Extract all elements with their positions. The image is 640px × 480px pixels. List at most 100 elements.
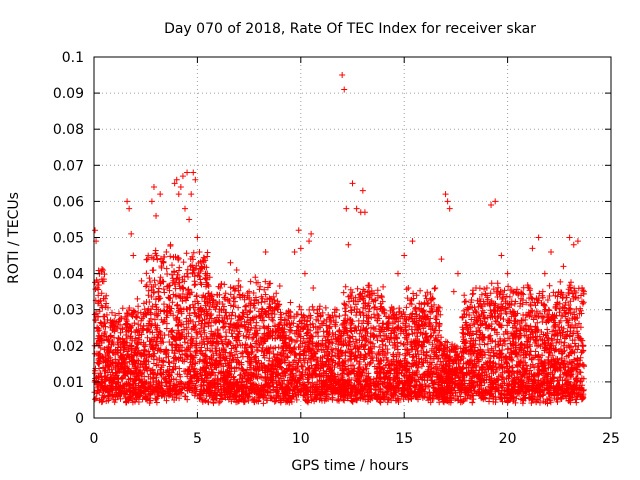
roti-point: [252, 274, 259, 281]
roti-point: [343, 205, 350, 212]
roti-point: [287, 299, 294, 306]
roti-point: [194, 234, 201, 241]
roti-point: [359, 187, 366, 194]
roti-point: [461, 292, 468, 299]
roti-point: [438, 256, 445, 263]
roti-point: [535, 234, 542, 241]
y-axis-label: ROTI / TECUs: [6, 192, 22, 284]
roti-point: [295, 227, 302, 234]
roti-point: [394, 270, 401, 277]
roti-point: [130, 252, 137, 259]
roti-point: [467, 324, 474, 331]
roti-point: [95, 313, 102, 320]
roti-point: [134, 295, 141, 302]
roti-point: [361, 209, 368, 216]
roti-point: [97, 335, 104, 342]
y-tick-label: 0.1: [62, 50, 84, 66]
roti-point: [171, 180, 178, 187]
roti-point: [560, 263, 567, 270]
roti-point: [175, 191, 182, 198]
roti-point: [541, 270, 548, 277]
roti-point: [570, 241, 577, 248]
roti-point: [413, 292, 420, 299]
x-tick-labels: 0 5 10 15 20 25: [90, 431, 620, 447]
roti-point: [320, 328, 327, 335]
roti-point: [444, 198, 451, 205]
y-tick-label: 0.03: [53, 303, 84, 319]
roti-point: [262, 248, 269, 255]
roti-point: [349, 180, 356, 187]
roti-point: [554, 299, 561, 306]
roti-point: [122, 313, 129, 320]
y-tick-label: 0.06: [53, 194, 84, 210]
roti-point: [101, 346, 108, 353]
roti-point: [291, 248, 298, 255]
roti-point: [283, 310, 290, 317]
x-tick-label: 5: [193, 431, 202, 447]
roti-point: [366, 288, 373, 295]
roti-point: [144, 256, 151, 263]
x-tick-label: 10: [292, 431, 310, 447]
x-tick-label: 15: [395, 431, 413, 447]
roti-point: [126, 205, 133, 212]
roti-point: [217, 285, 224, 292]
roti-point: [157, 191, 164, 198]
roti-point: [529, 245, 536, 252]
roti-point: [579, 285, 586, 292]
roti-point: [450, 288, 457, 295]
roti-point: [227, 259, 234, 266]
y-tick-label: 0.09: [53, 86, 84, 102]
roti-point: [479, 303, 486, 310]
roti-point: [148, 198, 155, 205]
roti-point: [297, 245, 304, 252]
y-tick-label: 0.02: [53, 339, 84, 355]
roti-point: [566, 234, 573, 241]
roti-point: [473, 317, 480, 324]
roti-point: [314, 310, 321, 317]
roti-point: [492, 198, 499, 205]
roti-point: [523, 299, 530, 306]
y-tick-label: 0.07: [53, 158, 84, 174]
roti-point: [202, 270, 209, 277]
roti-point: [498, 252, 505, 259]
roti-point: [190, 169, 197, 176]
roti-point: [210, 303, 217, 310]
roti-point: [246, 288, 253, 295]
roti-point: [221, 281, 228, 288]
x-axis-label: GPS time / hours: [291, 458, 408, 474]
roti-point: [198, 263, 205, 270]
roti-point: [177, 183, 184, 190]
roti-point: [233, 266, 240, 273]
roti-point: [388, 335, 395, 342]
roti-point: [150, 183, 157, 190]
roti-point-cloud: [91, 243, 587, 407]
roti-point: [409, 238, 416, 245]
roti-point: [483, 285, 490, 292]
roti-point: [181, 205, 188, 212]
roti-point: [301, 270, 308, 277]
roti-point: [184, 169, 191, 176]
roti-point: [510, 288, 517, 295]
roti-point: [401, 252, 408, 259]
y-tick-label: 0.01: [53, 375, 84, 391]
roti-point: [353, 205, 360, 212]
y-tick-label: 0.08: [53, 122, 84, 138]
y-tick-label: 0: [75, 411, 84, 427]
roti-point: [124, 198, 131, 205]
roti-point: [107, 324, 114, 331]
roti-point: [370, 324, 377, 331]
roti-point: [153, 212, 160, 219]
roti-point: [382, 342, 389, 349]
x-tick-label: 20: [499, 431, 517, 447]
roti-point: [504, 270, 511, 277]
roti-point: [173, 176, 180, 183]
roti-point: [308, 230, 315, 237]
roti-point: [517, 303, 524, 310]
roti-point: [275, 303, 282, 310]
roti-point: [115, 335, 122, 342]
roti-point: [306, 238, 313, 245]
roti-point: [268, 295, 275, 302]
y-tick-label: 0.04: [53, 267, 84, 283]
roti-point: [103, 357, 110, 364]
